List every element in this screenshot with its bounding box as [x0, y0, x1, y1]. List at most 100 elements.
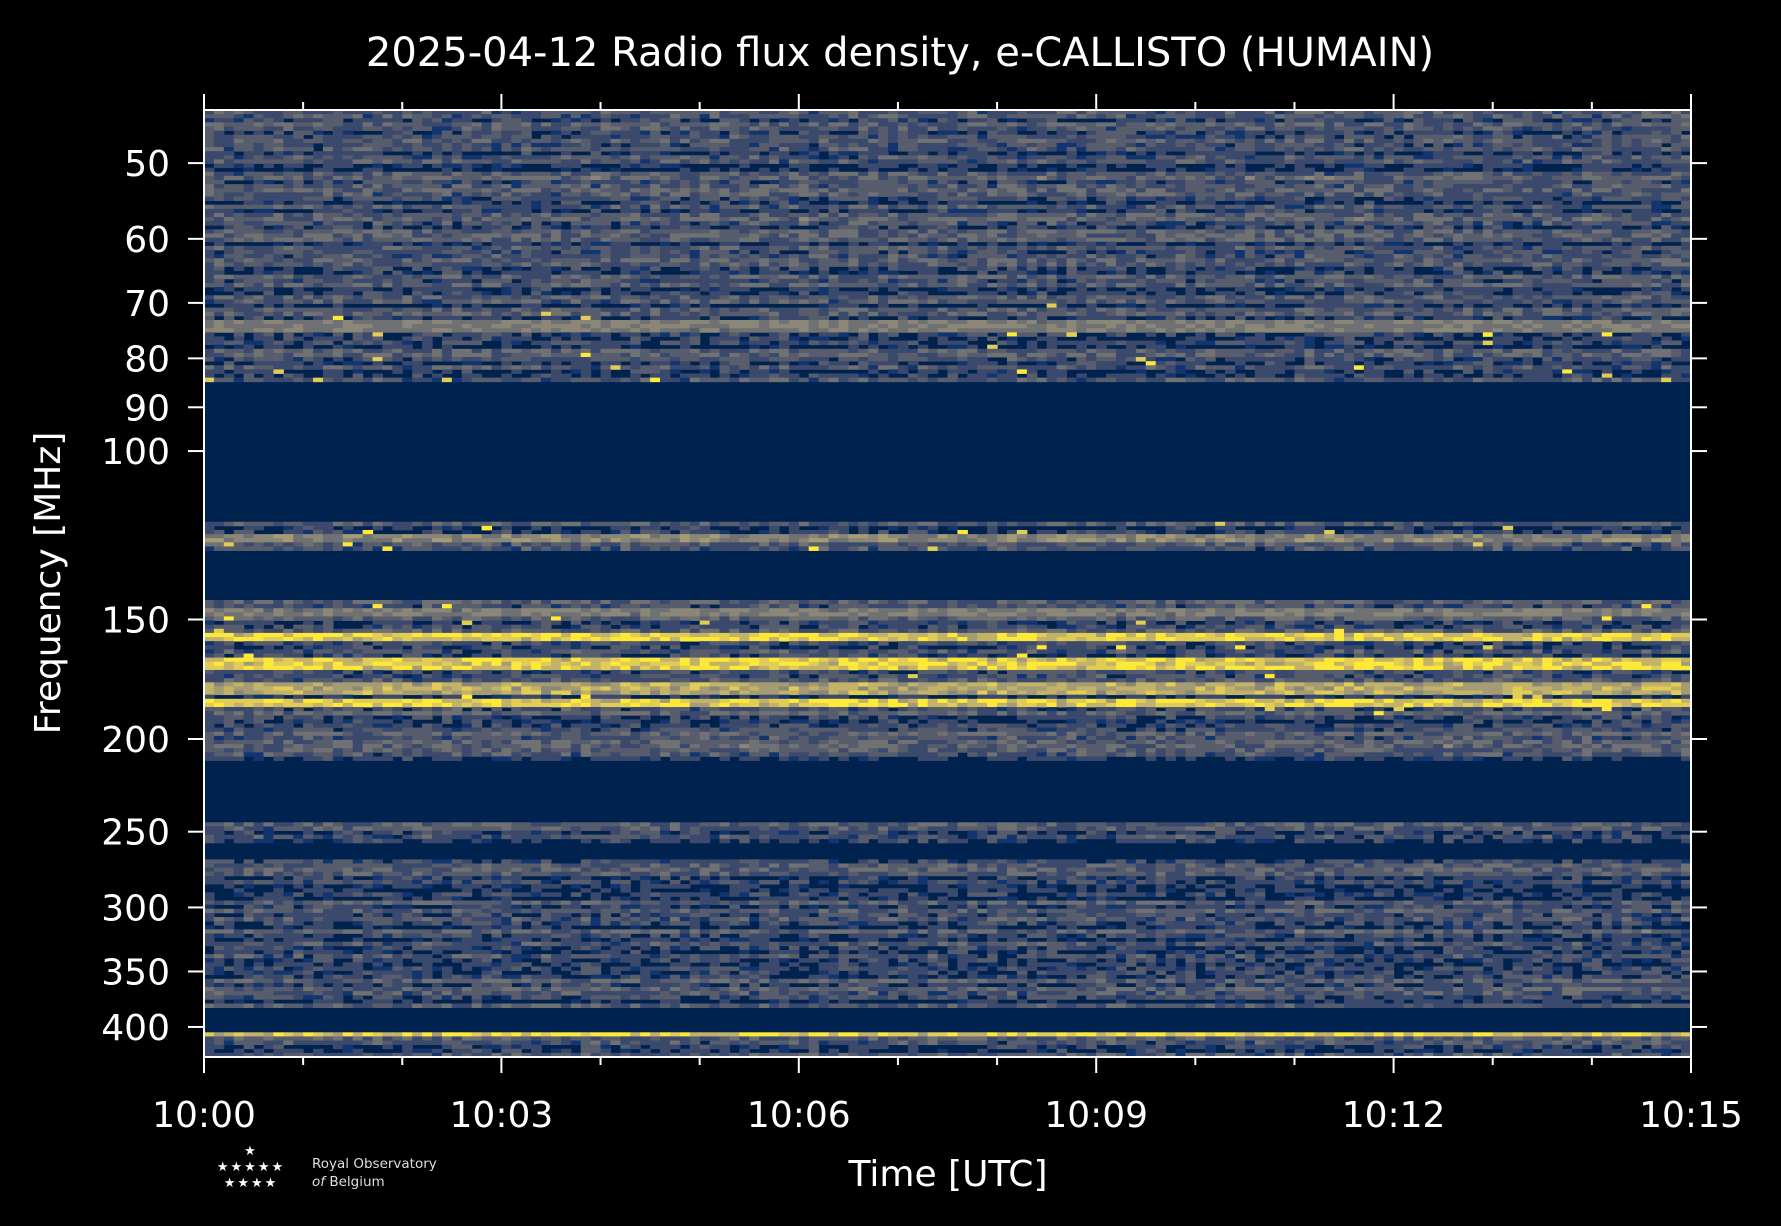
heatmap-cell: [253, 204, 265, 210]
heatmap-cell: [927, 200, 939, 206]
heatmap-cell: [1443, 118, 1454, 123]
heatmap-cell: [283, 217, 294, 222]
heatmap-cell: [1234, 196, 1246, 201]
heatmap-cell: [521, 217, 532, 222]
heatmap-cell: [451, 200, 463, 206]
heatmap-cell: [1413, 159, 1424, 164]
heatmap-cell: [709, 212, 721, 218]
heatmap-cell: [1591, 188, 1603, 193]
heatmap-cell: [1671, 151, 1682, 156]
heatmap-cell: [293, 204, 304, 210]
heatmap-cell: [1175, 204, 1187, 210]
heatmap-cell: [1373, 225, 1385, 230]
heatmap-cell: [511, 249, 522, 255]
heatmap-cell: [1334, 233, 1345, 239]
heatmap-cell: [778, 159, 790, 164]
heatmap-cell: [1671, 229, 1682, 234]
heatmap-cell: [521, 204, 532, 210]
heatmap-cell: [253, 196, 265, 201]
heatmap-cell: [332, 151, 344, 156]
heatmap-cell: [342, 114, 354, 119]
heatmap-cell: [1601, 221, 1613, 226]
heatmap-cell: [223, 258, 235, 263]
heatmap-cell: [550, 122, 562, 127]
heatmap-cell: [1284, 233, 1296, 239]
heatmap-cell: [580, 217, 592, 222]
heatmap-cell: [521, 192, 532, 197]
heatmap-cell: [412, 237, 423, 243]
heatmap-cell: [1671, 245, 1682, 251]
heatmap-cell: [778, 142, 790, 148]
heatmap-cell: [1671, 225, 1682, 230]
heatmap-cell: [1116, 184, 1127, 189]
heatmap-cell: [441, 171, 453, 177]
heatmap-cell: [858, 200, 869, 206]
heatmap-cell: [313, 122, 324, 127]
heatmap-cell: [273, 155, 284, 160]
heatmap-cell: [1532, 258, 1543, 263]
heatmap-cell: [511, 122, 522, 127]
heatmap-cell: [729, 249, 740, 255]
heatmap-cell: [769, 233, 780, 239]
heatmap-cell: [808, 237, 820, 243]
heatmap-cell: [1155, 184, 1167, 189]
heatmap-cell: [1175, 175, 1187, 181]
heatmap-cell: [1056, 204, 1068, 210]
heatmap-cell: [689, 249, 701, 255]
heatmap-cell: [1344, 118, 1355, 123]
heatmap-cell: [917, 245, 929, 251]
heatmap-cell: [412, 254, 423, 259]
heatmap-cell: [1651, 237, 1662, 243]
heatmap-cell: [481, 134, 493, 140]
heatmap-cell: [283, 122, 294, 127]
heatmap-cell: [1581, 130, 1593, 136]
heatmap-cell: [977, 196, 988, 201]
heatmap-cell: [808, 171, 820, 177]
heatmap-cell: [987, 114, 998, 119]
heatmap-cell: [570, 237, 582, 243]
heatmap-cell: [1512, 171, 1524, 177]
heatmap-cell: [1482, 180, 1494, 185]
heatmap-cell: [1423, 126, 1434, 131]
heatmap-cell: [461, 142, 473, 148]
heatmap-cell: [273, 138, 284, 144]
heatmap-cell: [313, 114, 324, 119]
heatmap-cell: [1046, 233, 1058, 239]
heatmap-cell: [1562, 130, 1573, 136]
heatmap-cell: [1443, 130, 1454, 136]
heatmap-cell: [1651, 142, 1662, 148]
heatmap-cell: [1681, 167, 1692, 173]
heatmap-cell: [382, 254, 393, 259]
heatmap-cell: [283, 134, 294, 140]
heatmap-cell: [1096, 188, 1107, 193]
heatmap-cell: [322, 241, 334, 247]
heatmap-cell: [382, 258, 393, 263]
heatmap-cell: [233, 188, 245, 193]
heatmap-cell: [749, 254, 760, 259]
heatmap-cell: [1324, 138, 1335, 144]
heatmap-cell: [402, 180, 413, 185]
heatmap-cell: [1284, 175, 1296, 181]
heatmap-cell: [213, 204, 225, 210]
heatmap-cell: [1215, 225, 1226, 230]
heatmap-cell: [1681, 204, 1692, 210]
heatmap-cell: [511, 134, 522, 140]
heatmap-cell: [422, 192, 433, 197]
heatmap-cell: [1215, 110, 1226, 115]
heatmap-cell: [441, 126, 453, 131]
heatmap-cell: [1443, 254, 1454, 259]
heatmap-cell: [1016, 192, 1028, 197]
heatmap-cell: [1611, 180, 1623, 185]
heatmap-cell: [1294, 114, 1305, 119]
heatmap-cell: [1165, 258, 1177, 263]
heatmap-cell: [858, 254, 869, 259]
heatmap-cell: [699, 155, 711, 160]
heatmap-cell: [461, 245, 473, 251]
heatmap-cell: [1413, 192, 1424, 197]
heatmap-cell: [640, 204, 651, 210]
heatmap-cell: [640, 110, 651, 115]
heatmap-cell: [213, 212, 225, 218]
heatmap-cell: [1274, 192, 1286, 197]
heatmap-cell: [541, 122, 552, 127]
heatmap-cell: [521, 180, 532, 185]
